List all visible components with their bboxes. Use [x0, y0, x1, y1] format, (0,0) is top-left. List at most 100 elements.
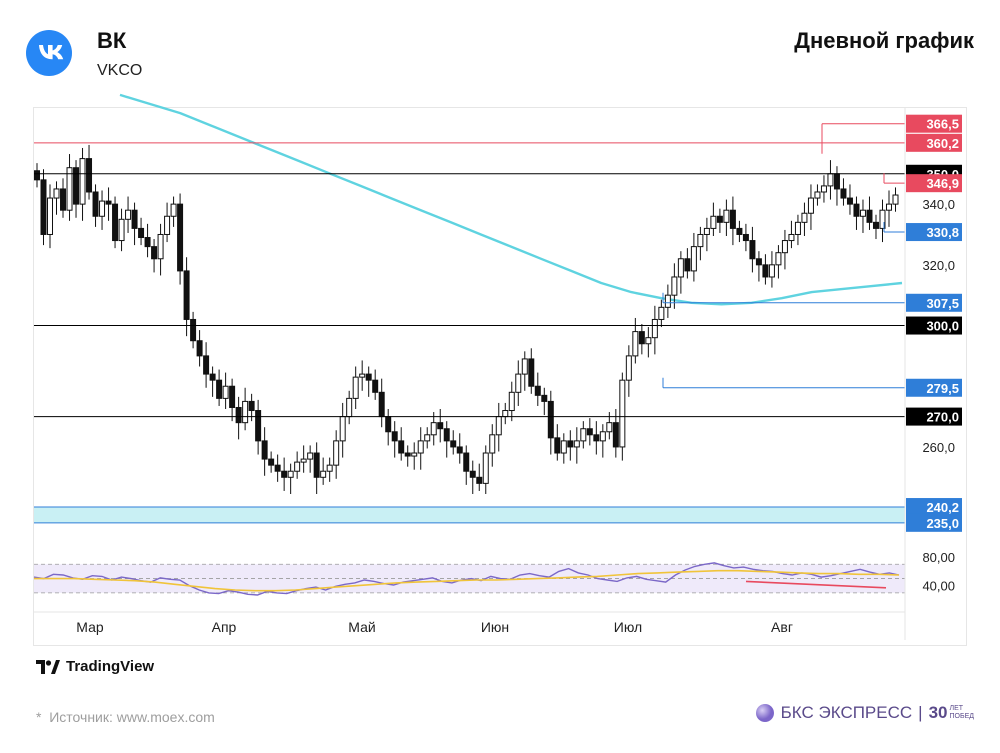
- candle-body: [138, 227, 145, 239]
- candle-body: [112, 203, 119, 242]
- candle-body: [820, 185, 827, 193]
- price-tick-label: 340,0: [922, 197, 955, 212]
- candle-body: [489, 434, 496, 454]
- level-label: 279,5: [926, 381, 959, 396]
- candle-body: [742, 233, 749, 242]
- candle-body: [833, 173, 840, 190]
- candle-body: [151, 246, 158, 260]
- level-label: 330,8: [926, 225, 959, 240]
- month-label: Авг: [771, 619, 793, 635]
- candle-body: [99, 200, 106, 217]
- candle-body: [710, 215, 717, 229]
- candle-body: [573, 440, 580, 448]
- candle-body: [508, 391, 515, 412]
- candle-body: [892, 194, 899, 205]
- candle-body: [872, 221, 879, 229]
- candle-body: [294, 461, 301, 472]
- candle-body: [261, 440, 268, 460]
- level-label-box: [906, 133, 962, 152]
- candle-body: [547, 400, 554, 439]
- candle-body: [515, 373, 522, 393]
- candle-body: [242, 400, 249, 424]
- candle-body: [222, 385, 229, 399]
- ticker-code: VKCO: [97, 62, 143, 79]
- candle-body: [580, 428, 587, 442]
- candle-body: [749, 240, 756, 260]
- candle-body: [372, 379, 379, 393]
- candle-body: [229, 385, 236, 408]
- month-label: Апр: [212, 619, 237, 635]
- candle-body: [593, 434, 600, 442]
- candle-body: [677, 258, 684, 278]
- candle-body: [463, 452, 470, 472]
- candle-body: [612, 422, 619, 448]
- tradingview-icon: [36, 659, 60, 674]
- candle-body: [190, 318, 197, 342]
- candle-body: [92, 191, 99, 217]
- chart-title: Дневной график: [794, 28, 974, 53]
- source-text: Источник: www.moex.com: [49, 709, 215, 725]
- candle-body: [632, 331, 639, 357]
- candle-body: [482, 452, 489, 484]
- candle-body: [53, 188, 60, 199]
- level-label: 366,5: [926, 117, 959, 132]
- candle-body: [164, 215, 171, 235]
- bks-years-label-1: ЛЕТ: [949, 705, 964, 712]
- bks-sphere-icon: [755, 704, 774, 722]
- candle-body: [131, 209, 138, 229]
- candle-body: [86, 158, 93, 193]
- candle-body: [560, 440, 567, 454]
- rsi-ma-line: [34, 569, 900, 592]
- candle-body: [443, 428, 450, 442]
- candle-body: [638, 331, 645, 345]
- moving-average-line: [119, 93, 903, 306]
- rsi-divergence-line: [745, 580, 887, 589]
- level-label-box: [906, 378, 962, 397]
- candle-body: [430, 422, 437, 436]
- candle-body: [664, 294, 671, 308]
- tradingview-brand: TradingView: [36, 658, 154, 675]
- month-label: Май: [348, 619, 375, 635]
- vk-logo-icon: [38, 45, 64, 60]
- vk-logo: [26, 30, 72, 76]
- level-label-box: [906, 114, 962, 133]
- candle-body: [157, 233, 164, 260]
- level-label-box: [906, 498, 962, 517]
- candle-body: [339, 416, 346, 442]
- candle-body: [690, 246, 697, 272]
- candle-body: [736, 227, 743, 235]
- candle-body: [885, 203, 892, 211]
- candle-body: [476, 476, 483, 484]
- level-label-box: [906, 316, 962, 335]
- candle-body: [333, 440, 340, 466]
- level-label-box: [906, 293, 962, 312]
- candle-body: [469, 470, 476, 478]
- candle-body: [281, 470, 288, 478]
- candle-body: [703, 227, 710, 235]
- level-label: 270,0: [926, 410, 959, 425]
- candle-body: [840, 188, 847, 199]
- candle-body: [729, 209, 736, 229]
- level-label: 307,5: [926, 296, 959, 311]
- candle-body: [788, 233, 795, 242]
- candle-body: [424, 434, 431, 442]
- candle-body: [768, 264, 775, 278]
- candle-body: [144, 237, 151, 248]
- candle-body: [495, 416, 502, 436]
- candle-body: [40, 179, 47, 235]
- candle-body: [274, 464, 281, 472]
- candle-body: [216, 379, 223, 399]
- level-label-box: [906, 407, 962, 426]
- candle-body: [651, 318, 658, 339]
- candle-body: [658, 306, 665, 320]
- candle-body: [599, 431, 606, 442]
- month-label: Мар: [76, 619, 104, 635]
- level-label: 346,9: [926, 176, 959, 191]
- candle-body: [313, 452, 320, 478]
- candle-body: [846, 197, 853, 205]
- candle-body: [196, 340, 203, 357]
- candle-body: [755, 258, 762, 266]
- candle-body: [697, 233, 704, 248]
- level-label-box: [906, 174, 962, 193]
